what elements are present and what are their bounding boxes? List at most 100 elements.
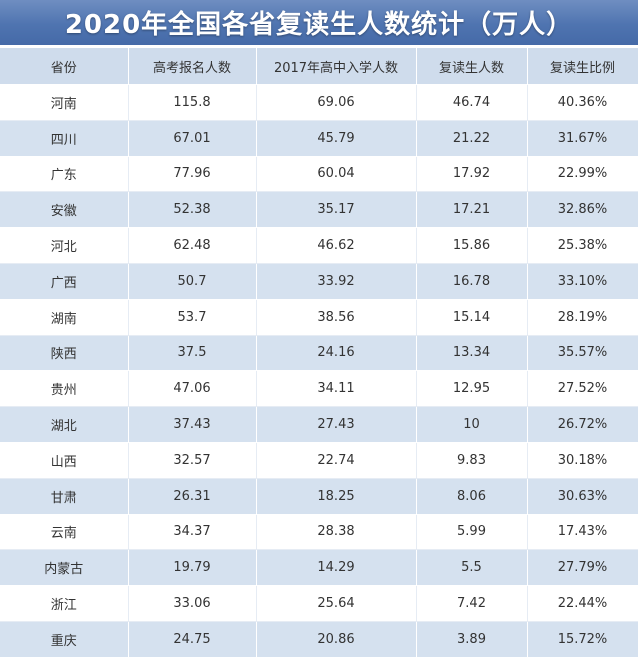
enrollment-2017-cell: 69.06 [256, 84, 417, 121]
exam-applicants-cell: 32.57 [128, 442, 257, 479]
enrollment-2017-cell: 14.29 [256, 549, 417, 587]
enrollment-2017-cell: 25.64 [256, 585, 417, 622]
repeat-ratio-cell: 22.99% [527, 156, 638, 193]
province-cell: 山西 [0, 442, 129, 479]
exam-applicants-cell: 19.79 [128, 549, 257, 587]
repeat-ratio-cell: 30.18% [527, 442, 638, 479]
table-header-row: 省份 高考报名人数 2017年高中入学人数 复读生人数 复读生比例 [0, 48, 638, 85]
repeat-students-cell: 13.34 [416, 335, 528, 372]
repeat-ratio-cell: 30.63% [527, 478, 638, 515]
enrollment-2017-cell: 22.74 [256, 442, 417, 479]
repeat-ratio-cell: 26.72% [527, 406, 638, 443]
table-row: 内蒙古 19.79 14.29 5.5 27.79% [0, 549, 638, 587]
repeat-students-cell: 5.99 [416, 514, 528, 551]
enrollment-2017-cell: 34.11 [256, 370, 417, 408]
repeat-students-cell: 3.89 [416, 621, 528, 658]
province-cell: 浙江 [0, 585, 129, 622]
province-cell: 内蒙古 [0, 549, 129, 587]
repeat-ratio-cell: 35.57% [527, 335, 638, 372]
repeat-ratio-cell: 40.36% [527, 84, 638, 121]
exam-applicants-cell: 115.8 [128, 84, 257, 121]
header-2017-enrollment: 2017年高中入学人数 [256, 48, 417, 85]
province-cell: 河南 [0, 84, 129, 121]
enrollment-2017-cell: 35.17 [256, 191, 417, 229]
repeat-ratio-cell: 31.67% [527, 120, 638, 157]
repeat-students-cell: 17.92 [416, 156, 528, 193]
enrollment-2017-cell: 33.92 [256, 263, 417, 300]
enrollment-2017-cell: 24.16 [256, 335, 417, 372]
table-row: 广东 77.96 60.04 17.92 22.99% [0, 156, 638, 193]
exam-applicants-cell: 24.75 [128, 621, 257, 658]
repeat-students-cell: 12.95 [416, 370, 528, 408]
repeat-students-cell: 21.22 [416, 120, 528, 157]
header-repeat-students: 复读生人数 [416, 48, 528, 85]
table-row: 河北 62.48 46.62 15.86 25.38% [0, 227, 638, 264]
repeat-ratio-cell: 27.79% [527, 549, 638, 587]
table-row: 陕西 37.5 24.16 13.34 35.57% [0, 335, 638, 372]
header-exam-applicants: 高考报名人数 [128, 48, 257, 85]
table-row: 河南 115.8 69.06 46.74 40.36% [0, 84, 638, 121]
table-row: 重庆 24.75 20.86 3.89 15.72% [0, 621, 638, 658]
table-row: 甘肃 26.31 18.25 8.06 30.63% [0, 478, 638, 515]
exam-applicants-cell: 26.31 [128, 478, 257, 515]
repeat-ratio-cell: 15.72% [527, 621, 638, 658]
repeat-ratio-cell: 28.19% [527, 299, 638, 336]
exam-applicants-cell: 62.48 [128, 227, 257, 264]
repeat-students-cell: 15.86 [416, 227, 528, 264]
repeat-students-cell: 15.14 [416, 299, 528, 336]
repeat-ratio-cell: 17.43% [527, 514, 638, 551]
table-row: 四川 67.01 45.79 21.22 31.67% [0, 120, 638, 157]
enrollment-2017-cell: 28.38 [256, 514, 417, 551]
repeat-students-cell: 5.5 [416, 549, 528, 587]
province-cell: 湖北 [0, 406, 129, 443]
repeat-students-cell: 10 [416, 406, 528, 443]
exam-applicants-cell: 34.37 [128, 514, 257, 551]
table-row: 云南 34.37 28.38 5.99 17.43% [0, 514, 638, 551]
repeat-ratio-cell: 22.44% [527, 585, 638, 622]
repeat-students-cell: 46.74 [416, 84, 528, 121]
enrollment-2017-cell: 38.56 [256, 299, 417, 336]
province-cell: 贵州 [0, 370, 129, 408]
repeat-students-cell: 9.83 [416, 442, 528, 479]
table-row: 山西 32.57 22.74 9.83 30.18% [0, 442, 638, 479]
table-row: 湖北 37.43 27.43 10 26.72% [0, 406, 638, 443]
enrollment-2017-cell: 18.25 [256, 478, 417, 515]
exam-applicants-cell: 53.7 [128, 299, 257, 336]
table-row: 湖南 53.7 38.56 15.14 28.19% [0, 299, 638, 336]
province-cell: 四川 [0, 120, 129, 157]
province-cell: 重庆 [0, 621, 129, 658]
table-row: 安徽 52.38 35.17 17.21 32.86% [0, 191, 638, 229]
enrollment-2017-cell: 60.04 [256, 156, 417, 193]
repeat-students-cell: 16.78 [416, 263, 528, 300]
province-cell: 安徽 [0, 191, 129, 229]
exam-applicants-cell: 33.06 [128, 585, 257, 622]
enrollment-2017-cell: 27.43 [256, 406, 417, 443]
table-row: 广西 50.7 33.92 16.78 33.10% [0, 263, 638, 300]
title-banner: 2020年全国各省复读生人数统计（万人） [0, 0, 638, 45]
table-row: 浙江 33.06 25.64 7.42 22.44% [0, 585, 638, 622]
page-title: 2020年全国各省复读生人数统计（万人） [64, 10, 574, 40]
exam-applicants-cell: 52.38 [128, 191, 257, 229]
exam-applicants-cell: 37.43 [128, 406, 257, 443]
header-province: 省份 [0, 48, 129, 85]
province-cell: 甘肃 [0, 478, 129, 515]
province-cell: 湖南 [0, 299, 129, 336]
repeat-ratio-cell: 32.86% [527, 191, 638, 229]
exam-applicants-cell: 47.06 [128, 370, 257, 408]
exam-applicants-cell: 50.7 [128, 263, 257, 300]
repeat-students-cell: 8.06 [416, 478, 528, 515]
enrollment-2017-cell: 20.86 [256, 621, 417, 658]
table-row: 贵州 47.06 34.11 12.95 27.52% [0, 370, 638, 408]
exam-applicants-cell: 67.01 [128, 120, 257, 157]
enrollment-2017-cell: 45.79 [256, 120, 417, 157]
exam-applicants-cell: 37.5 [128, 335, 257, 372]
header-repeat-ratio: 复读生比例 [527, 48, 638, 85]
exam-applicants-cell: 77.96 [128, 156, 257, 193]
province-cell: 广西 [0, 263, 129, 300]
province-cell: 广东 [0, 156, 129, 193]
repeat-students-cell: 17.21 [416, 191, 528, 229]
province-cell: 云南 [0, 514, 129, 551]
repeat-ratio-cell: 25.38% [527, 227, 638, 264]
enrollment-2017-cell: 46.62 [256, 227, 417, 264]
province-cell: 陕西 [0, 335, 129, 372]
